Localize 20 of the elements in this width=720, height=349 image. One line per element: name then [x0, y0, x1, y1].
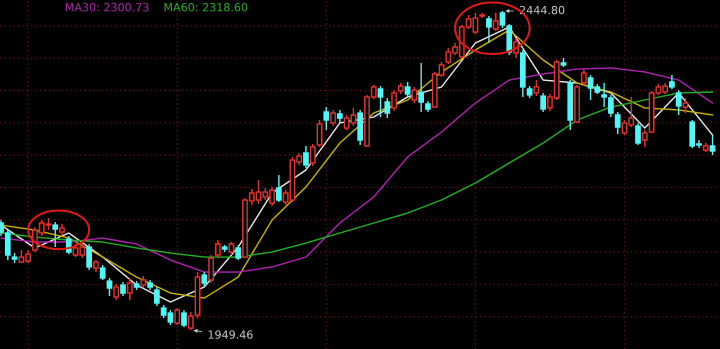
candlestick [323, 106, 330, 131]
candlestick [520, 49, 526, 98]
candlestick [567, 79, 574, 131]
candlestick [12, 252, 18, 264]
candlestick [486, 15, 492, 44]
candlestick [4, 229, 11, 261]
candlestick [384, 97, 390, 119]
text: 1949.46 [208, 330, 253, 339]
annotation: 2444.80 [520, 6, 564, 14]
candlestick [126, 277, 133, 301]
candlestick [336, 109, 343, 124]
candlestick [404, 81, 410, 98]
candlestick [425, 100, 431, 113]
candlestick [682, 97, 688, 114]
candlestick [418, 62, 424, 113]
candlestick [676, 89, 682, 116]
candlestick [642, 129, 648, 148]
text: MA30: 2300.73 [66, 2, 148, 12]
text: MA60: 2318.60 [164, 2, 248, 12]
candlestick [601, 82, 607, 108]
